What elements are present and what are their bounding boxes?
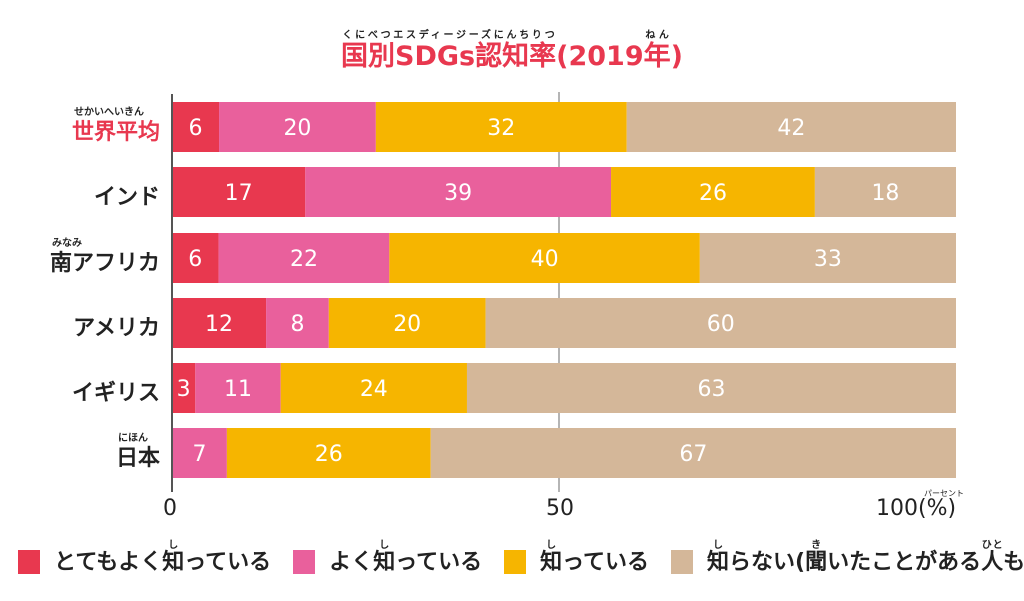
- data-label: 39: [444, 181, 472, 206]
- y-label-wrap: イギリス: [72, 375, 160, 407]
- y-label-wrap: 世界平均 せかいへいきん: [71, 107, 160, 146]
- bar-segment: [466, 363, 956, 413]
- y-label: イギリス: [71, 381, 160, 406]
- legend-item: 知しらない(聞きいたことがある人ひとも含ふくむ): [671, 540, 1024, 576]
- legend-label: とてもよく知しっている: [54, 540, 272, 575]
- legend-swatch: [18, 550, 40, 574]
- data-label: 3: [177, 377, 191, 402]
- data-label: 42: [777, 116, 805, 141]
- bar-segment: [611, 167, 815, 217]
- legend-label: よく知しっている: [329, 540, 483, 575]
- y-label: 世界平均: [71, 120, 160, 145]
- data-label: 12: [205, 312, 233, 337]
- x-unit-ruby: パーセント: [924, 489, 964, 498]
- y-label: インド: [93, 185, 160, 210]
- bar-segment: [814, 167, 956, 217]
- bar-segment: [266, 298, 329, 348]
- bar-segment: [375, 102, 627, 152]
- data-label: 8: [290, 312, 304, 337]
- legend-item: とてもよく知しっている: [18, 540, 271, 576]
- bar-segment: [280, 363, 467, 413]
- data-label: 6: [188, 247, 202, 272]
- bar-segment: [430, 428, 957, 478]
- x-tick-0: 0: [163, 496, 177, 521]
- bar-segment: [305, 167, 612, 217]
- data-label: 40: [531, 247, 559, 272]
- y-label: 南アフリカ: [49, 251, 160, 276]
- legend-label: 知しらない(聞きいたことがある人ひとも含ふくむ): [707, 540, 1024, 575]
- y-label: アメリカ: [73, 316, 160, 341]
- chart-title: 国別SDGs認知率くにべつエスディージーズにんちりつ(2019 年ねん): [341, 30, 683, 72]
- y-label-wrap: アメリカ: [73, 310, 160, 342]
- bar-segment: [172, 102, 220, 152]
- x-tick-100: 100(%): [876, 496, 957, 521]
- data-label: 67: [679, 442, 707, 467]
- data-label: 26: [315, 442, 343, 467]
- data-label: 20: [393, 312, 421, 337]
- y-label: 日本: [115, 446, 160, 471]
- y-label-wrap: 南アフリカ みなみ: [49, 238, 160, 277]
- bar-segment: [195, 363, 281, 413]
- bar-segment: [389, 233, 700, 283]
- data-label: 26: [699, 181, 727, 206]
- data-label: 32: [487, 116, 515, 141]
- bar-segment: [485, 298, 956, 348]
- bar-segment: [219, 102, 376, 152]
- bar-segment: [172, 428, 227, 478]
- bar-segment: [699, 233, 956, 283]
- legend-swatch: [671, 550, 694, 574]
- data-label: 24: [360, 377, 388, 402]
- data-label: 6: [189, 116, 203, 141]
- data-label: 63: [697, 377, 725, 402]
- data-label: 18: [871, 181, 899, 206]
- legend-item: よく知しっている: [293, 540, 482, 576]
- legend-swatch: [293, 550, 316, 574]
- data-label: 60: [707, 312, 735, 337]
- bar-segment: [218, 233, 390, 283]
- data-label: 11: [224, 377, 252, 402]
- bar-segment: [226, 428, 431, 478]
- bar-segment: [172, 233, 219, 283]
- legend-item: 知しっている: [504, 540, 649, 576]
- legend-swatch: [504, 550, 527, 574]
- legend: とてもよく知しっている よく知しっている 知しっている 知しらない(聞きいたことがある…: [18, 540, 1024, 576]
- data-label: 17: [225, 181, 253, 206]
- x-tick-50: 50: [546, 496, 574, 521]
- bar-segment: [626, 102, 956, 152]
- bar-segment: [172, 363, 196, 413]
- bar-segment: [172, 298, 267, 348]
- y-label-ruby: せかいへいきん: [73, 107, 144, 118]
- y-label-ruby: にほん: [117, 433, 148, 444]
- data-label: 20: [283, 116, 311, 141]
- bar-segment: [328, 298, 486, 348]
- bar-segment: [172, 167, 306, 217]
- y-label-ruby: みなみ: [51, 238, 82, 249]
- legend-label: 知しっている: [540, 540, 650, 575]
- data-label: 7: [192, 442, 206, 467]
- y-label-wrap: インド: [94, 179, 160, 211]
- data-label: 33: [814, 247, 842, 272]
- y-label-wrap: 日本 にほん: [115, 433, 160, 472]
- data-label: 22: [290, 247, 318, 272]
